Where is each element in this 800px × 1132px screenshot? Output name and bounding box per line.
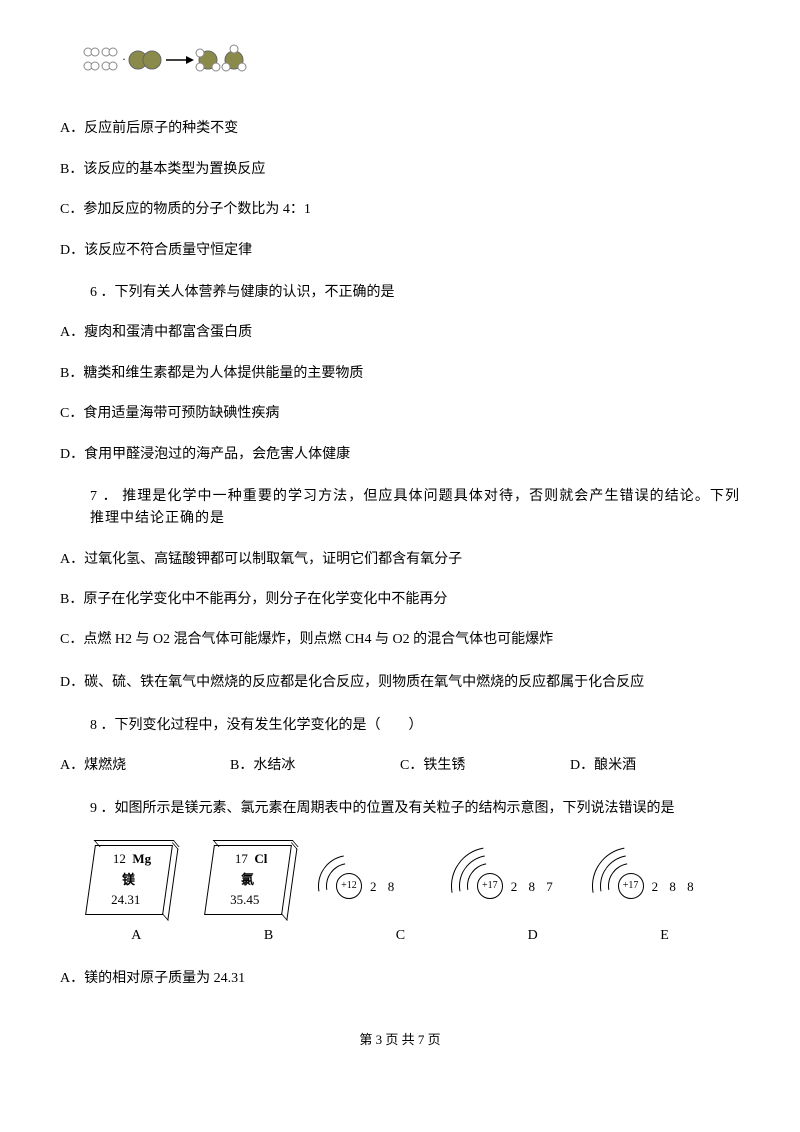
element-a-num: 12 [113,851,126,866]
element-a-name: 镁 [123,870,136,891]
q8-option-d: D．酿米酒 [570,755,740,777]
atom-model-c: +12 2 8 [328,845,428,915]
reaction-diagram: · [70,40,740,98]
q7-option-b: B．原子在化学变化中不能再分，则分子在化学变化中不能再分 [60,589,740,611]
q5-option-c: C．参加反应的物质的分子个数比为 4：1 [60,199,740,221]
q9-captions: A B C D E [70,925,730,947]
q6-option-c: C．食用适量海带可预防缺碘性疾病 [60,403,740,425]
q8-option-c: C．铁生锈 [400,755,570,777]
q8-option-a: A．煤燃烧 [60,755,230,777]
element-box-a: 12 Mg 镁 24.31 [85,845,173,915]
element-a-mass: 24.31 [112,891,141,912]
q7-option-c: C．点燃 H2 与 O2 混合气体可能爆炸，则点燃 CH4 与 O2 的混合气体… [60,629,740,651]
q5-option-b: B．该反应的基本类型为置换反应 [60,159,740,181]
element-b-sym: Cl [254,851,267,866]
element-b-name: 氯 [242,870,255,891]
svg-text:·: · [122,52,126,66]
caption-c: C [396,925,405,947]
q8-options: A．煤燃烧 B．水结冰 C．铁生锈 D．酿米酒 [60,755,740,777]
element-a-sym: Mg [133,851,152,866]
q6-stem: 6 ．下列有关人体营养与健康的认识，不正确的是 [90,282,740,304]
q6-option-a: A．瘦肉和蛋清中都富含蛋白质 [60,322,740,344]
element-b-num: 17 [235,851,248,866]
q7-stem: 7 ． 推理是化学中一种重要的学习方法，但应具体问题具体对待，否则就会产生错误的… [90,486,740,531]
page-footer: 第 3 页 共 7 页 [60,1030,740,1051]
atom-c-electrons: 2 8 [370,877,398,898]
q8-option-b: B．水结冰 [230,755,400,777]
q7-option-d: D．碳、硫、铁在氧气中燃烧的反应都是化合反应，则物质在氧气中燃烧的反应都属于化合… [60,670,740,695]
q6-option-b: B．糖类和维生素都是为人体提供能量的主要物质 [60,363,740,385]
q9-diagram-row: 12 Mg 镁 24.31 17 Cl 氯 35.45 +12 2 8 +17 … [70,845,730,915]
element-b-mass: 35.45 [231,891,260,912]
atom-model-e: +17 2 8 8 [610,845,710,915]
caption-d: D [528,925,538,947]
caption-b: B [264,925,273,947]
caption-a: A [131,925,141,947]
atom-e-nucleus: +17 [618,873,644,899]
q6-option-d: D．食用甲醛浸泡过的海产品，会危害人体健康 [60,444,740,466]
q5-option-a: A．反应前后原子的种类不变 [60,118,740,140]
q8-stem: 8 ．下列变化过程中，没有发生化学变化的是（ ） [90,715,740,737]
atom-e-electrons: 2 8 8 [652,877,698,898]
q9-option-a: A．镁的相对原子质量为 24.31 [60,968,740,990]
caption-e: E [660,925,669,947]
element-box-b: 17 Cl 氯 35.45 [204,845,292,915]
q9-stem: 9 ．如图所示是镁元素、氯元素在周期表中的位置及有关粒子的结构示意图，下列说法错… [90,798,740,820]
atom-d-electrons: 2 8 7 [511,877,557,898]
atom-model-d: +17 2 8 7 [469,845,569,915]
atom-d-nucleus: +17 [477,873,503,899]
q5-option-d: D．该反应不符合质量守恒定律 [60,240,740,262]
q7-option-a: A．过氧化氢、高锰酸钾都可以制取氧气，证明它们都含有氧分子 [60,549,740,571]
